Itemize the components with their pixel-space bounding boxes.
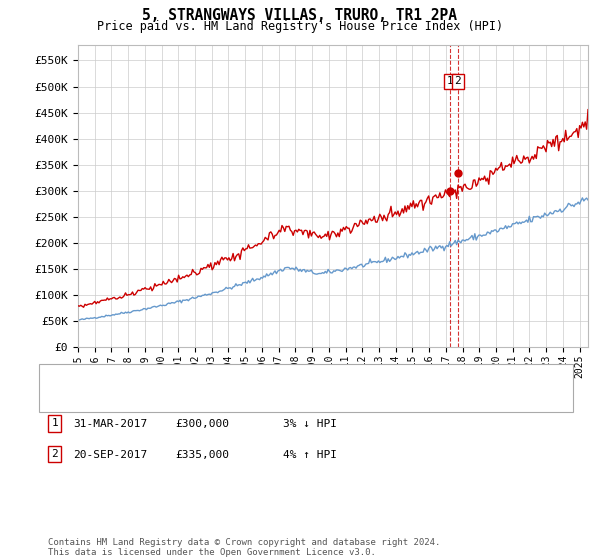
- Text: 5, STRANGWAYS VILLAS, TRURO, TR1 2PA: 5, STRANGWAYS VILLAS, TRURO, TR1 2PA: [143, 8, 458, 24]
- Text: 4% ↑ HPI: 4% ↑ HPI: [283, 450, 337, 460]
- Text: 31-MAR-2017: 31-MAR-2017: [73, 419, 148, 429]
- Text: 20-SEP-2017: 20-SEP-2017: [73, 450, 148, 460]
- Text: HPI: Average price, detached house, Cornwall: HPI: Average price, detached house, Corn…: [87, 392, 362, 402]
- Text: £300,000: £300,000: [175, 419, 229, 429]
- Text: 2: 2: [455, 76, 461, 86]
- Text: 3% ↓ HPI: 3% ↓ HPI: [283, 419, 337, 429]
- Text: £335,000: £335,000: [175, 450, 229, 460]
- Text: 5, STRANGWAYS VILLAS, TRURO, TR1 2PA (detached house): 5, STRANGWAYS VILLAS, TRURO, TR1 2PA (de…: [87, 374, 418, 384]
- Text: 2: 2: [51, 449, 58, 459]
- Text: Contains HM Land Registry data © Crown copyright and database right 2024.
This d: Contains HM Land Registry data © Crown c…: [48, 538, 440, 557]
- Text: Price paid vs. HM Land Registry's House Price Index (HPI): Price paid vs. HM Land Registry's House …: [97, 20, 503, 32]
- Text: 1: 1: [51, 418, 58, 428]
- Text: 1: 1: [446, 76, 454, 86]
